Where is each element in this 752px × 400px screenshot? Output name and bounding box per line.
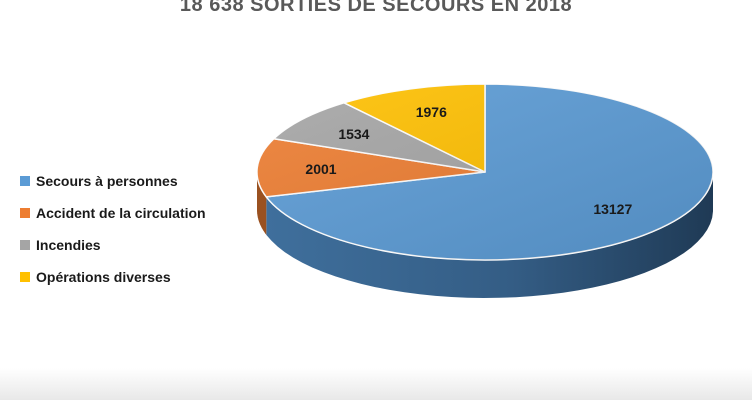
data-label-0: 13127 bbox=[593, 201, 632, 217]
data-label-3: 1976 bbox=[416, 104, 447, 120]
data-label-1: 2001 bbox=[305, 161, 336, 177]
pie-wall-segment bbox=[266, 173, 713, 298]
legend-item-secours: Secours à personnes bbox=[20, 165, 206, 197]
legend-label: Opérations diverses bbox=[36, 269, 171, 285]
pie-top-sheen bbox=[257, 84, 713, 260]
legend-item-operations: Opérations diverses bbox=[20, 261, 206, 293]
legend-label: Accident de la circulation bbox=[36, 205, 206, 221]
legend: Secours à personnes Accident de la circu… bbox=[20, 165, 206, 293]
legend-item-incendies: Incendies bbox=[20, 229, 206, 261]
legend-swatch bbox=[20, 208, 30, 218]
legend-label: Secours à personnes bbox=[36, 173, 178, 189]
legend-swatch bbox=[20, 272, 30, 282]
pie-wall-segment bbox=[257, 172, 267, 235]
chart-title: 18 638 SORTIES DE SECOURS EN 2018 bbox=[179, 0, 573, 16]
legend-item-accident: Accident de la circulation bbox=[20, 197, 206, 229]
legend-swatch bbox=[20, 176, 30, 186]
data-label-2: 1534 bbox=[338, 126, 369, 142]
legend-swatch bbox=[20, 240, 30, 250]
legend-label: Incendies bbox=[36, 237, 101, 253]
pie-side-walls bbox=[257, 172, 713, 298]
